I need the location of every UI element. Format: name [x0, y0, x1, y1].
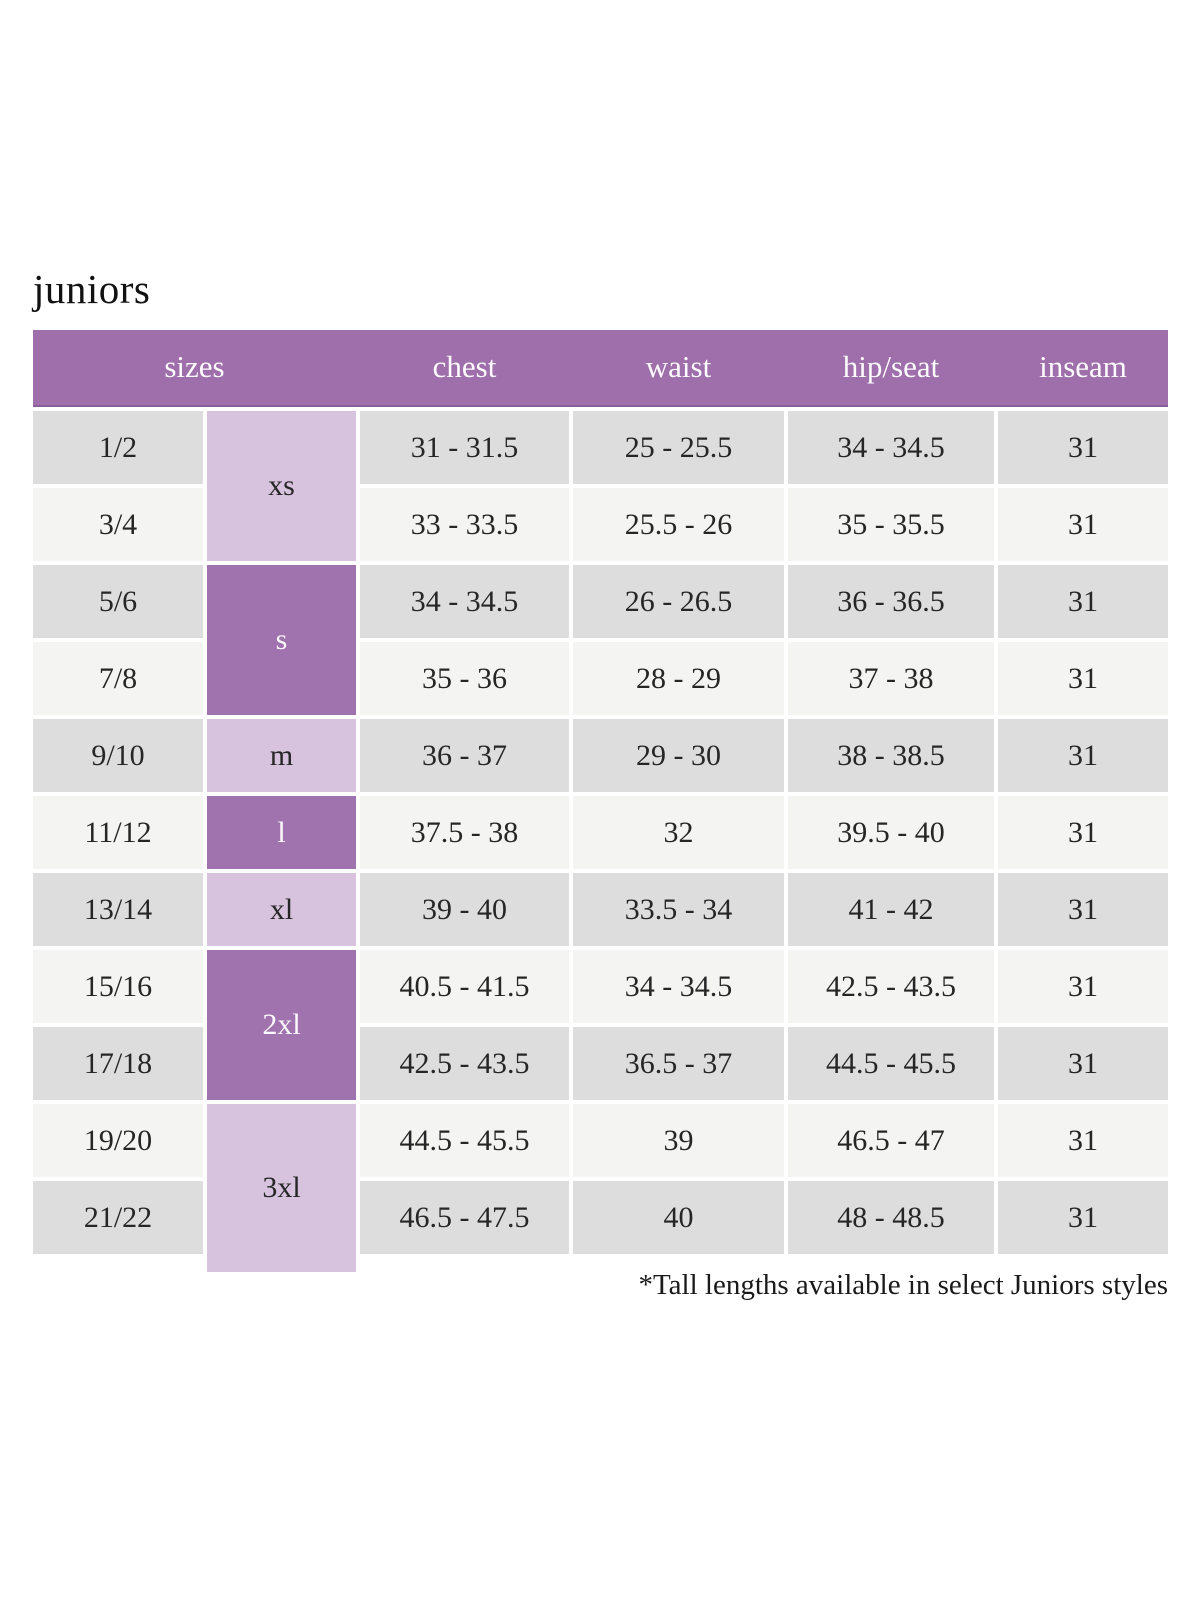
inseam-cell: 31: [998, 411, 1168, 484]
waist-cell: 28 - 29: [573, 642, 784, 715]
header-hip-seat: hip/seat: [842, 348, 940, 384]
waist-cell: 40: [573, 1181, 784, 1254]
chest-cell: 34 - 34.5: [360, 565, 569, 638]
size-cell: 5/6: [33, 565, 203, 638]
chest-cell: 44.5 - 45.5: [360, 1104, 569, 1177]
waist-cell: 32: [573, 796, 784, 869]
size-group-cell-xl: xl: [207, 873, 356, 946]
size-group-cell-l: l: [207, 796, 356, 869]
size-group-cell-s: s: [207, 565, 356, 715]
size-group-cell-2xl: 2xl: [207, 950, 356, 1100]
hip-seat-cell: 34 - 34.5: [788, 411, 994, 484]
size-cell: 7/8: [33, 642, 203, 715]
inseam-cell: 31: [998, 642, 1168, 715]
inseam-cell: 31: [998, 488, 1168, 561]
header-waist: waist: [645, 348, 712, 384]
waist-cell: 33.5 - 34: [573, 873, 784, 946]
header-sizes: sizes: [164, 348, 225, 384]
size-cell: 15/16: [33, 950, 203, 1023]
hip-seat-cell: 39.5 - 40: [788, 796, 994, 869]
chest-cell: 42.5 - 43.5: [360, 1027, 569, 1100]
chest-cell: 39 - 40: [360, 873, 569, 946]
size-group-cell-3xl: 3xl: [207, 1104, 356, 1272]
hip-seat-cell: 48 - 48.5: [788, 1181, 994, 1254]
hip-seat-cell: 35 - 35.5: [788, 488, 994, 561]
size-group-cell-xs: xs: [207, 411, 356, 561]
waist-cell: 34 - 34.5: [573, 950, 784, 1023]
chest-cell: 31 - 31.5: [360, 411, 569, 484]
size-cell: 11/12: [33, 796, 203, 869]
hip-seat-cell: 38 - 38.5: [788, 719, 994, 792]
waist-cell: 26 - 26.5: [573, 565, 784, 638]
size-cell: 1/2: [33, 411, 203, 484]
juniors-size-chart: juniors sizes chest waist hip/seat insea…: [33, 269, 1168, 1302]
inseam-cell: 31: [998, 873, 1168, 946]
inseam-cell: 31: [998, 1181, 1168, 1254]
chest-cell: 36 - 37: [360, 719, 569, 792]
inseam-cell: 31: [998, 565, 1168, 638]
size-cell: 13/14: [33, 873, 203, 946]
size-cell: 21/22: [33, 1181, 203, 1254]
waist-cell: 29 - 30: [573, 719, 784, 792]
inseam-cell: 31: [998, 1104, 1168, 1177]
chest-cell: 35 - 36: [360, 642, 569, 715]
chest-cell: 37.5 - 38: [360, 796, 569, 869]
chest-cell: 33 - 33.5: [360, 488, 569, 561]
inseam-cell: 31: [998, 950, 1168, 1023]
size-cell: 19/20: [33, 1104, 203, 1177]
tall-lengths-footnote: *Tall lengths available in select Junior…: [638, 1269, 1168, 1301]
hip-seat-cell: 37 - 38: [788, 642, 994, 715]
inseam-cell: 31: [998, 1027, 1168, 1100]
waist-cell: 25.5 - 26: [573, 488, 784, 561]
hip-seat-cell: 46.5 - 47: [788, 1104, 994, 1177]
hip-seat-cell: 41 - 42: [788, 873, 994, 946]
inseam-cell: 31: [998, 719, 1168, 792]
size-group-cell-m: m: [207, 719, 356, 792]
size-cell: 17/18: [33, 1027, 203, 1100]
waist-cell: 36.5 - 37: [573, 1027, 784, 1100]
page-title: juniors: [33, 266, 151, 312]
waist-cell: 25 - 25.5: [573, 411, 784, 484]
header-chest: chest: [432, 348, 497, 384]
size-table-body: xs s m l xl 2xl 3xl 1/2 31 - 31.5 25 - 2…: [33, 411, 1168, 1272]
hip-seat-cell: 36 - 36.5: [788, 565, 994, 638]
header-inseam: inseam: [1039, 348, 1127, 384]
inseam-cell: 31: [998, 796, 1168, 869]
chest-cell: 40.5 - 41.5: [360, 950, 569, 1023]
hip-seat-cell: 42.5 - 43.5: [788, 950, 994, 1023]
chest-cell: 46.5 - 47.5: [360, 1181, 569, 1254]
table-header-row: sizes chest waist hip/seat inseam: [33, 330, 1168, 407]
waist-cell: 39: [573, 1104, 784, 1177]
hip-seat-cell: 44.5 - 45.5: [788, 1027, 994, 1100]
size-cell: 3/4: [33, 488, 203, 561]
size-cell: 9/10: [33, 719, 203, 792]
